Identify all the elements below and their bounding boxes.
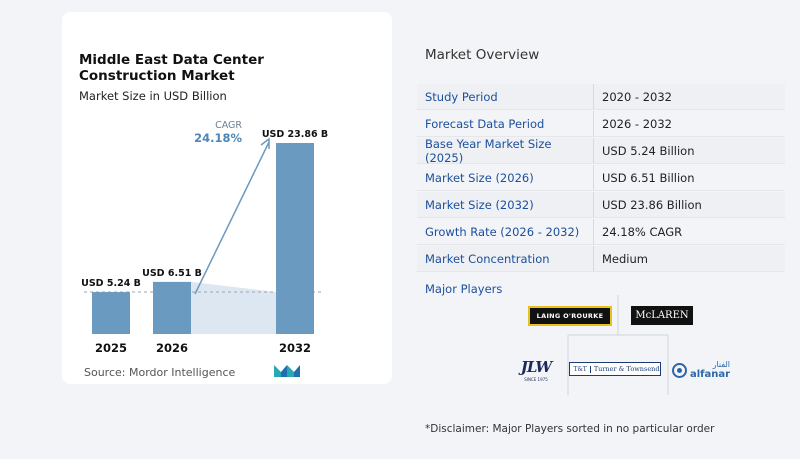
alfanar-arabic-text: الفنار [712, 360, 731, 369]
overview-title: Market Overview [425, 47, 540, 63]
overview-row: Base Year Market Size (2025) USD 5.24 Bil… [417, 137, 785, 165]
alfanar-icon [671, 362, 687, 378]
laing-orourke-logo: LAING O'ROURKE [528, 306, 612, 326]
turner-mark: T&T [570, 365, 591, 373]
overview-row-value: 2020 - 2032 [602, 89, 672, 104]
alfanar-logo: الفنار alfanar [668, 357, 734, 383]
players-title: Major Players [425, 282, 503, 296]
x-tick-label-2026: 2026 [156, 341, 188, 355]
jlw-since-text: SINCE 1975 [524, 377, 548, 382]
data-label-2032: USD 23.86 B [262, 129, 328, 140]
overview-row-label: Market Size (2032) [417, 192, 594, 217]
cagr-value: 24.18% [194, 131, 242, 145]
x-tick-label-2032: 2032 [279, 341, 311, 355]
source-text: Source: Mordor Intelligence [84, 366, 236, 379]
mordor-logo-icon [274, 365, 300, 377]
overview-row: Study Period 2020 - 2032 [417, 84, 785, 110]
data-label-2025: USD 5.24 B [81, 278, 141, 289]
overview-row-label: Market Concentration [417, 246, 594, 271]
overview-row-value: 2026 - 2032 [602, 116, 672, 131]
bar-2026 [153, 281, 191, 334]
chart-card: Middle East Data Center Construction Mar… [62, 12, 392, 384]
overview-row-value: Medium [602, 251, 648, 266]
chart-subtitle: Market Size in USD Billion [79, 89, 227, 103]
turner-townsend-logo: T&T Turner & Townsend [569, 362, 661, 376]
data-label-2026: USD 6.51 B [142, 268, 202, 279]
chart-title: Middle East Data Center Construction Mar… [79, 52, 264, 84]
overview-row: Market Size (2026) USD 6.51 Billion [417, 165, 785, 191]
growth-area [191, 281, 276, 334]
turner-text: Turner & Townsend [593, 365, 660, 373]
jlw-logo: JLW SINCE 1975 [511, 356, 561, 384]
overview-row-value: USD 6.51 Billion [602, 170, 695, 185]
bar-chart: USD 5.24 B 2025 USD 6.51 B 2026 USD 23.86 B 2… [81, 120, 328, 355]
cagr-arrow-head [260, 137, 270, 149]
overview-row-label: Market Size (2026) [417, 165, 594, 190]
overview-row-label: Growth Rate (2026 - 2032) [417, 219, 594, 244]
overview-row-label: Forecast Data Period [417, 111, 594, 136]
x-tick-label-2025: 2025 [95, 341, 127, 355]
mclaren-text: McLAREN [635, 310, 689, 321]
overview-row: Growth Rate (2026 - 2032) 24.18% CAGR [417, 219, 785, 245]
mclaren-logo: McLAREN [631, 306, 693, 325]
cagr-label: CAGR [215, 120, 242, 131]
alfanar-text: alfanar [689, 369, 731, 380]
overview-row: Market Size (2032) USD 23.86 Billion [417, 192, 785, 218]
bar-2025 [92, 292, 130, 334]
overview-row: Market Concentration Medium [417, 246, 785, 272]
jlw-text: JLW [520, 358, 553, 376]
disclaimer: *Disclaimer: Major Players sorted in no … [425, 423, 715, 435]
overview-row-value: USD 23.86 Billion [602, 197, 702, 212]
overview-row-label: Study Period [417, 84, 594, 109]
cagr-arrow-line [194, 141, 270, 295]
overview-row-value: 24.18% CAGR [602, 224, 683, 239]
bar-2032 [276, 143, 314, 334]
overview-row: Forecast Data Period 2026 - 2032 [417, 111, 785, 137]
players-divider-lines [567, 295, 669, 395]
laing-orourke-text: LAING O'ROURKE [536, 312, 604, 320]
overview-row-label: Base Year Market Size (2025) [417, 137, 594, 165]
overview-row-value: USD 5.24 Billion [602, 143, 695, 158]
